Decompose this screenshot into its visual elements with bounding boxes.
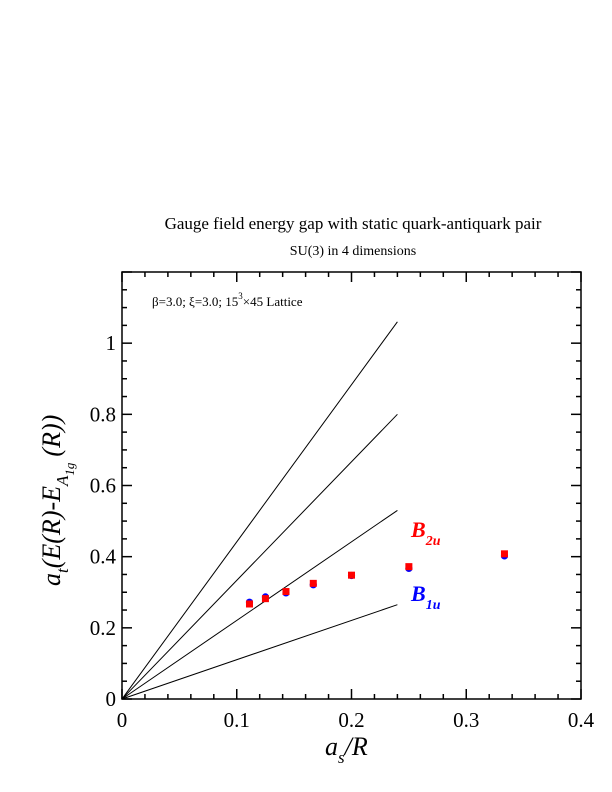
series-label-b1u-sub: 1u <box>426 598 441 613</box>
data-point-b2u <box>282 588 290 596</box>
y-tick-label: 0.8 <box>90 402 116 426</box>
x-axis-label: as/R <box>325 732 368 767</box>
axis-ticks <box>121 271 582 700</box>
data-point-b2u <box>348 571 355 579</box>
x-tick-label: 0 <box>117 708 128 732</box>
reference-lines <box>121 321 398 700</box>
x-tick-labels: 0 0.1 0.2 0.3 0.4 <box>117 708 595 732</box>
annotation-exponent: 3 <box>238 291 243 301</box>
data-point-b2u <box>405 563 413 571</box>
series-label-b1u-main: B <box>410 581 426 606</box>
reference-line <box>121 604 398 700</box>
lattice-annotation: β=3.0; ξ=3.0; 153×45 Lattice <box>152 291 303 309</box>
chart-subtitle: SU(3) in 4 dimensions <box>290 244 416 259</box>
series-label-b2u-sub: 2u <box>425 534 441 549</box>
y-tick-label: 1 <box>106 331 117 355</box>
y-axis-label: at(E(R)-EA1g (R)) <box>37 415 77 586</box>
y-axis-label-mid: (E(R)-E <box>37 486 66 568</box>
y-tick-label: 0.2 <box>90 616 116 640</box>
reference-line <box>121 413 398 700</box>
y-axis-label-sub1: A <box>53 475 72 487</box>
y-tick-labels: 0 0.2 0.4 0.6 0.8 1 <box>90 331 117 711</box>
series-label-b2u-main: B <box>410 517 426 542</box>
y-axis-label-t: t <box>53 567 72 573</box>
x-axis-label-rest: /R <box>343 732 368 761</box>
annotation-params: β=3.0; ξ=3.0; 15 <box>152 294 238 309</box>
annotation-lattice: ×45 Lattice <box>243 294 303 309</box>
y-axis-label-a: a <box>37 573 66 586</box>
x-tick-label: 0.1 <box>224 708 250 732</box>
x-tick-label: 0.3 <box>453 708 479 732</box>
x-axis-label-sub: s <box>338 748 345 767</box>
data-point-b2u <box>261 595 269 603</box>
series-label-b1u: B1u <box>410 581 441 613</box>
chart-title: Gauge field energy gap with static quark… <box>165 214 542 233</box>
y-axis-label-sub2: 1g <box>62 462 77 476</box>
x-axis-label-a: a <box>325 732 338 761</box>
y-tick-label: 0.6 <box>90 474 116 498</box>
reference-line <box>121 321 398 700</box>
data-point-b2u <box>500 550 508 558</box>
reference-line <box>121 509 398 700</box>
y-axis-label-end: (R)) <box>37 415 66 457</box>
data-point-b2u <box>309 579 317 587</box>
series-label-b2u: B2u <box>410 517 441 549</box>
x-tick-label: 0.4 <box>568 708 595 732</box>
y-tick-label: 0 <box>106 687 117 711</box>
plot-frame <box>121 271 582 700</box>
data-points <box>245 550 509 608</box>
y-tick-label: 0.4 <box>90 545 117 569</box>
x-tick-label: 0.2 <box>338 708 364 732</box>
data-point-b2u <box>245 600 253 608</box>
